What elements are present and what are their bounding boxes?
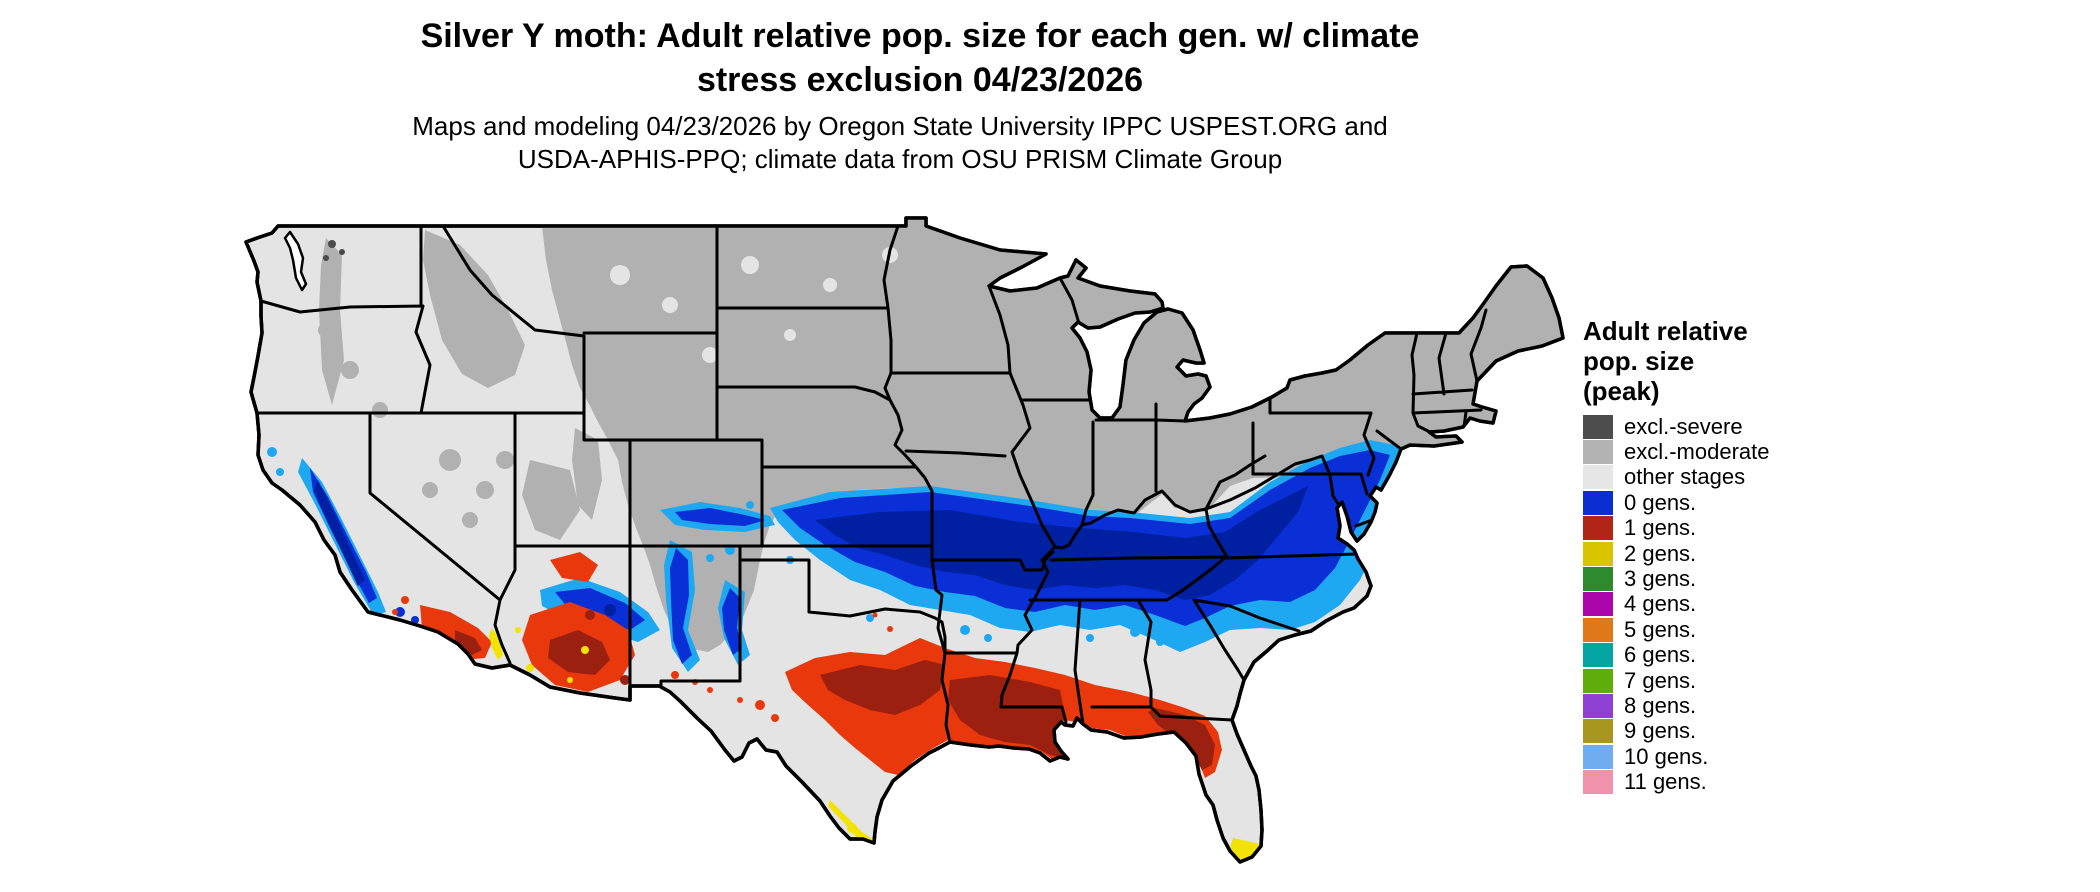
legend-title-line3: (peak) xyxy=(1583,376,1660,406)
legend-items: excl.-severe excl.-moderate other stages 0 … xyxy=(1583,414,1863,795)
legend-item: 10 gens. xyxy=(1583,744,1863,769)
legend-item-label: 9 gens. xyxy=(1624,718,1697,744)
legend-swatch xyxy=(1583,516,1613,541)
legend-item-label: 4 gens. xyxy=(1624,591,1697,617)
legend-item: 4 gens. xyxy=(1583,591,1863,617)
legend-item: 7 gens. xyxy=(1583,668,1863,693)
legend-swatch xyxy=(1583,567,1613,592)
map-conus-outline-stroke xyxy=(244,216,1565,864)
legend-item-label: excl.-severe xyxy=(1624,413,1743,439)
legend-swatch xyxy=(1583,744,1613,769)
legend-item-label: 0 gens. xyxy=(1624,489,1697,515)
legend-swatch xyxy=(1583,465,1613,490)
legend-swatch xyxy=(1583,693,1613,718)
legend-item-label: other stages xyxy=(1624,464,1746,490)
page-title: Silver Y moth: Adult relative pop. size … xyxy=(270,14,1570,102)
legend-item: excl.-moderate xyxy=(1583,439,1863,464)
legend-item: 5 gens. xyxy=(1583,617,1863,642)
legend-item: 9 gens. xyxy=(1583,718,1863,744)
legend-swatch xyxy=(1583,541,1613,566)
legend-swatch xyxy=(1583,414,1613,439)
legend-swatch xyxy=(1583,643,1613,668)
legend-item-label: 11 gens. xyxy=(1624,769,1707,795)
legend-item-label: 8 gens. xyxy=(1624,693,1697,718)
legend-item: 0 gens. xyxy=(1583,490,1863,515)
page-subtitle: Maps and modeling 04/23/2026 by Oregon S… xyxy=(270,110,1530,176)
legend-swatch xyxy=(1583,719,1613,744)
legend-item-label: excl.-moderate xyxy=(1624,439,1770,465)
legend-swatch xyxy=(1583,617,1613,642)
legend: Adult relative pop. size (peak) excl.-se… xyxy=(1583,316,1863,795)
legend-swatch xyxy=(1583,668,1613,693)
legend-swatch xyxy=(1583,490,1613,515)
legend-title-line2: pop. size xyxy=(1583,346,1695,376)
legend-item-label: 5 gens. xyxy=(1624,616,1697,642)
legend-swatch xyxy=(1583,770,1613,795)
legend-item: 11 gens. xyxy=(1583,769,1863,794)
legend-item: 6 gens. xyxy=(1583,642,1863,668)
legend-item: excl.-severe xyxy=(1583,414,1863,439)
map-region-0gens-core xyxy=(314,480,1308,616)
page-subtitle-line2: USDA-APHIS-PPQ; climate data from OSU PR… xyxy=(517,144,1283,174)
legend-item-label: 1 gens. xyxy=(1624,515,1697,541)
legend-item-label: 7 gens. xyxy=(1624,667,1697,693)
us-map xyxy=(244,216,1565,864)
legend-title-line1: Adult relative xyxy=(1583,316,1748,346)
map-puget-sound xyxy=(283,230,308,292)
legend-item: 1 gens. xyxy=(1583,515,1863,541)
legend-item-label: 10 gens. xyxy=(1624,743,1709,769)
legend-title: Adult relative pop. size (peak) xyxy=(1583,316,1863,406)
legend-item: 8 gens. xyxy=(1583,693,1863,718)
legend-item: 2 gens. xyxy=(1583,541,1863,566)
legend-item-label: 2 gens. xyxy=(1624,540,1697,566)
us-map-container xyxy=(230,160,1570,892)
legend-item: 3 gens. xyxy=(1583,566,1863,591)
page-title-line1: Silver Y moth: Adult relative pop. size … xyxy=(420,17,1420,55)
legend-swatch xyxy=(1583,440,1613,465)
legend-item: other stages xyxy=(1583,464,1863,490)
page-title-line2: stress exclusion 04/23/2026 xyxy=(696,61,1144,99)
legend-swatch xyxy=(1583,592,1613,617)
page-subtitle-line1: Maps and modeling 04/23/2026 by Oregon S… xyxy=(412,111,1388,141)
legend-item-label: 6 gens. xyxy=(1624,642,1697,668)
legend-item-label: 3 gens. xyxy=(1624,566,1697,592)
